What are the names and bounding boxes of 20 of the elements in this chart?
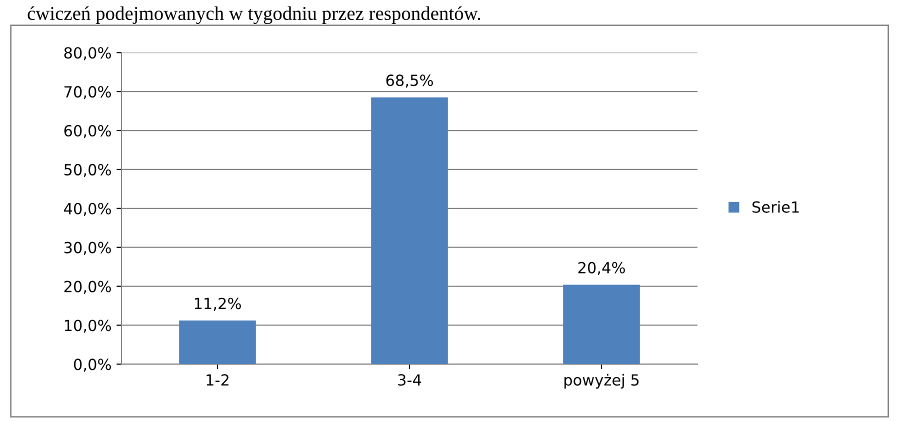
bar xyxy=(563,284,640,364)
data-label: 68,5% xyxy=(386,74,433,88)
data-label: 20,4% xyxy=(578,262,625,275)
x-tick-label: powyżej 5 xyxy=(564,374,639,389)
y-tick-label: 0,0% xyxy=(74,358,111,372)
y-tick-label: 20,0% xyxy=(64,280,111,294)
y-tick-label: 70,0% xyxy=(64,86,111,100)
x-tick-label: 1-2 xyxy=(206,374,228,386)
y-tick-label: 60,0% xyxy=(64,124,111,138)
y-tick-label: 30,0% xyxy=(64,242,111,255)
bar xyxy=(371,97,448,364)
y-tick-label: 10,0% xyxy=(64,320,111,333)
y-tick-label: 40,0% xyxy=(64,202,111,216)
data-label: 11,2% xyxy=(194,298,241,311)
text: ćwiczeń podejmowanych w tygodniu przez respondentów. xyxy=(28,6,480,24)
y-tick-label: 80,0% xyxy=(64,47,111,60)
bar xyxy=(179,320,256,364)
x-tick-label: 3-4 xyxy=(398,374,422,386)
y-tick-label: 50,0% xyxy=(64,164,111,178)
legend-label: Serie1 xyxy=(752,201,799,213)
